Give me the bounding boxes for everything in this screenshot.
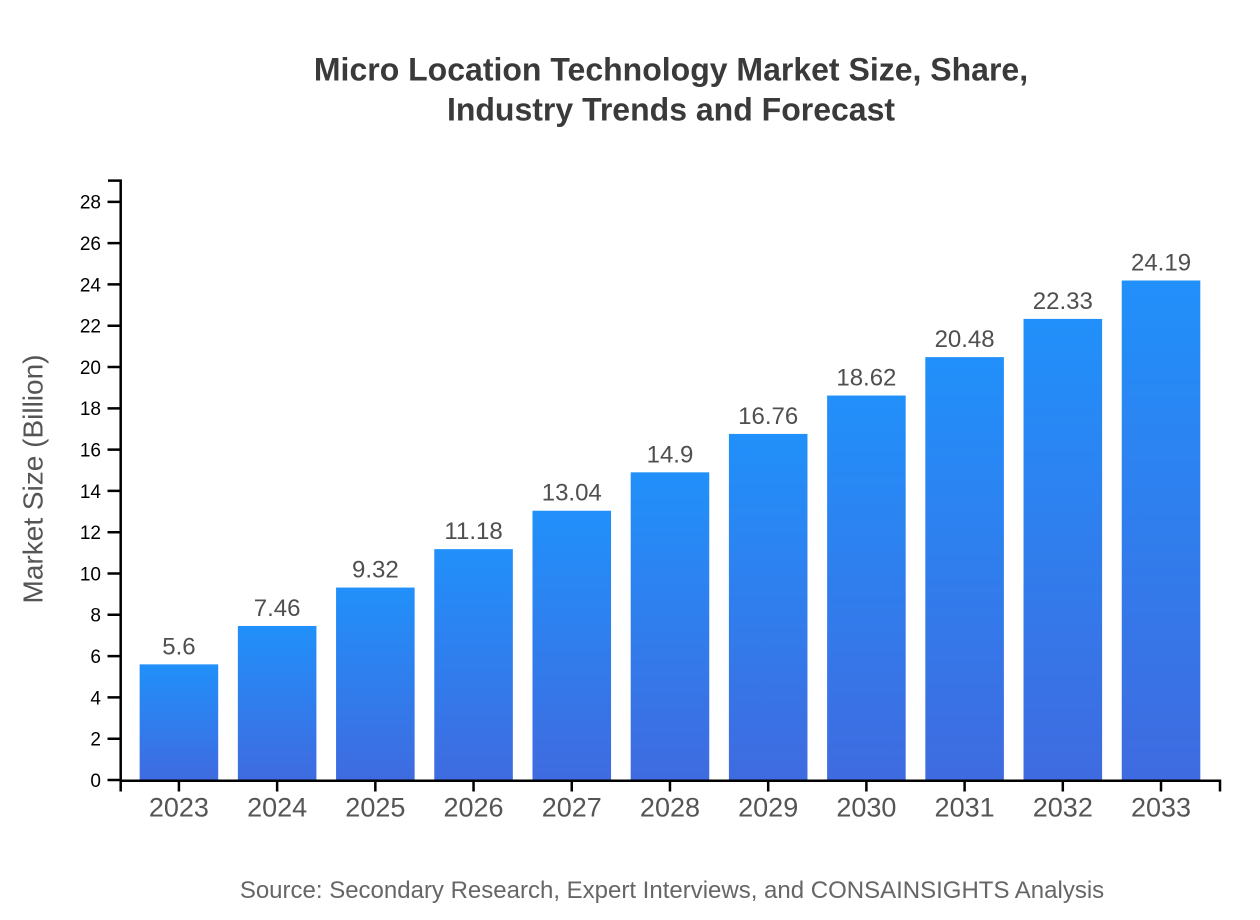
svg-text:2033: 2033 xyxy=(1131,793,1191,823)
svg-text:26: 26 xyxy=(80,234,101,255)
svg-text:5.6: 5.6 xyxy=(162,633,195,660)
svg-text:2024: 2024 xyxy=(247,793,307,823)
svg-text:20.48: 20.48 xyxy=(935,326,995,353)
svg-text:12: 12 xyxy=(80,523,101,544)
svg-text:2026: 2026 xyxy=(444,793,504,823)
svg-text:9.32: 9.32 xyxy=(352,557,399,584)
svg-text:16.76: 16.76 xyxy=(738,403,798,430)
svg-text:Market Size (Billion): Market Size (Billion) xyxy=(18,355,49,604)
svg-text:18.62: 18.62 xyxy=(836,365,896,392)
svg-text:13.04: 13.04 xyxy=(542,480,602,507)
svg-text:0: 0 xyxy=(90,771,101,792)
svg-text:2031: 2031 xyxy=(935,793,995,823)
svg-text:20: 20 xyxy=(80,358,101,379)
svg-text:18: 18 xyxy=(80,399,101,420)
svg-text:2028: 2028 xyxy=(640,793,700,823)
svg-text:2025: 2025 xyxy=(345,793,405,823)
svg-text:10: 10 xyxy=(80,564,101,585)
svg-text:14: 14 xyxy=(80,482,102,503)
svg-text:24: 24 xyxy=(80,275,102,296)
svg-text:Micro Location Technology Mark: Micro Location Technology Market Size, S… xyxy=(314,51,1028,87)
svg-text:22.33: 22.33 xyxy=(1033,288,1093,315)
svg-text:16: 16 xyxy=(80,441,101,462)
svg-text:Source: Secondary Research, Ex: Source: Secondary Research, Expert Inter… xyxy=(240,877,1104,904)
svg-text:24.19: 24.19 xyxy=(1131,250,1191,277)
svg-text:22: 22 xyxy=(80,317,101,338)
svg-text:11.18: 11.18 xyxy=(444,518,502,545)
svg-text:Industry Trends and Forecast: Industry Trends and Forecast xyxy=(447,91,895,127)
svg-text:2032: 2032 xyxy=(1033,793,1093,823)
svg-text:14.9: 14.9 xyxy=(647,441,694,468)
svg-text:6: 6 xyxy=(90,647,101,668)
svg-text:2023: 2023 xyxy=(149,793,209,823)
svg-text:2030: 2030 xyxy=(836,793,896,823)
svg-text:28: 28 xyxy=(80,193,101,214)
svg-text:2: 2 xyxy=(90,730,101,751)
svg-text:7.46: 7.46 xyxy=(254,595,301,622)
svg-text:2027: 2027 xyxy=(542,793,602,823)
svg-text:8: 8 xyxy=(90,606,101,627)
svg-text:4: 4 xyxy=(90,688,101,709)
svg-text:2029: 2029 xyxy=(738,793,798,823)
